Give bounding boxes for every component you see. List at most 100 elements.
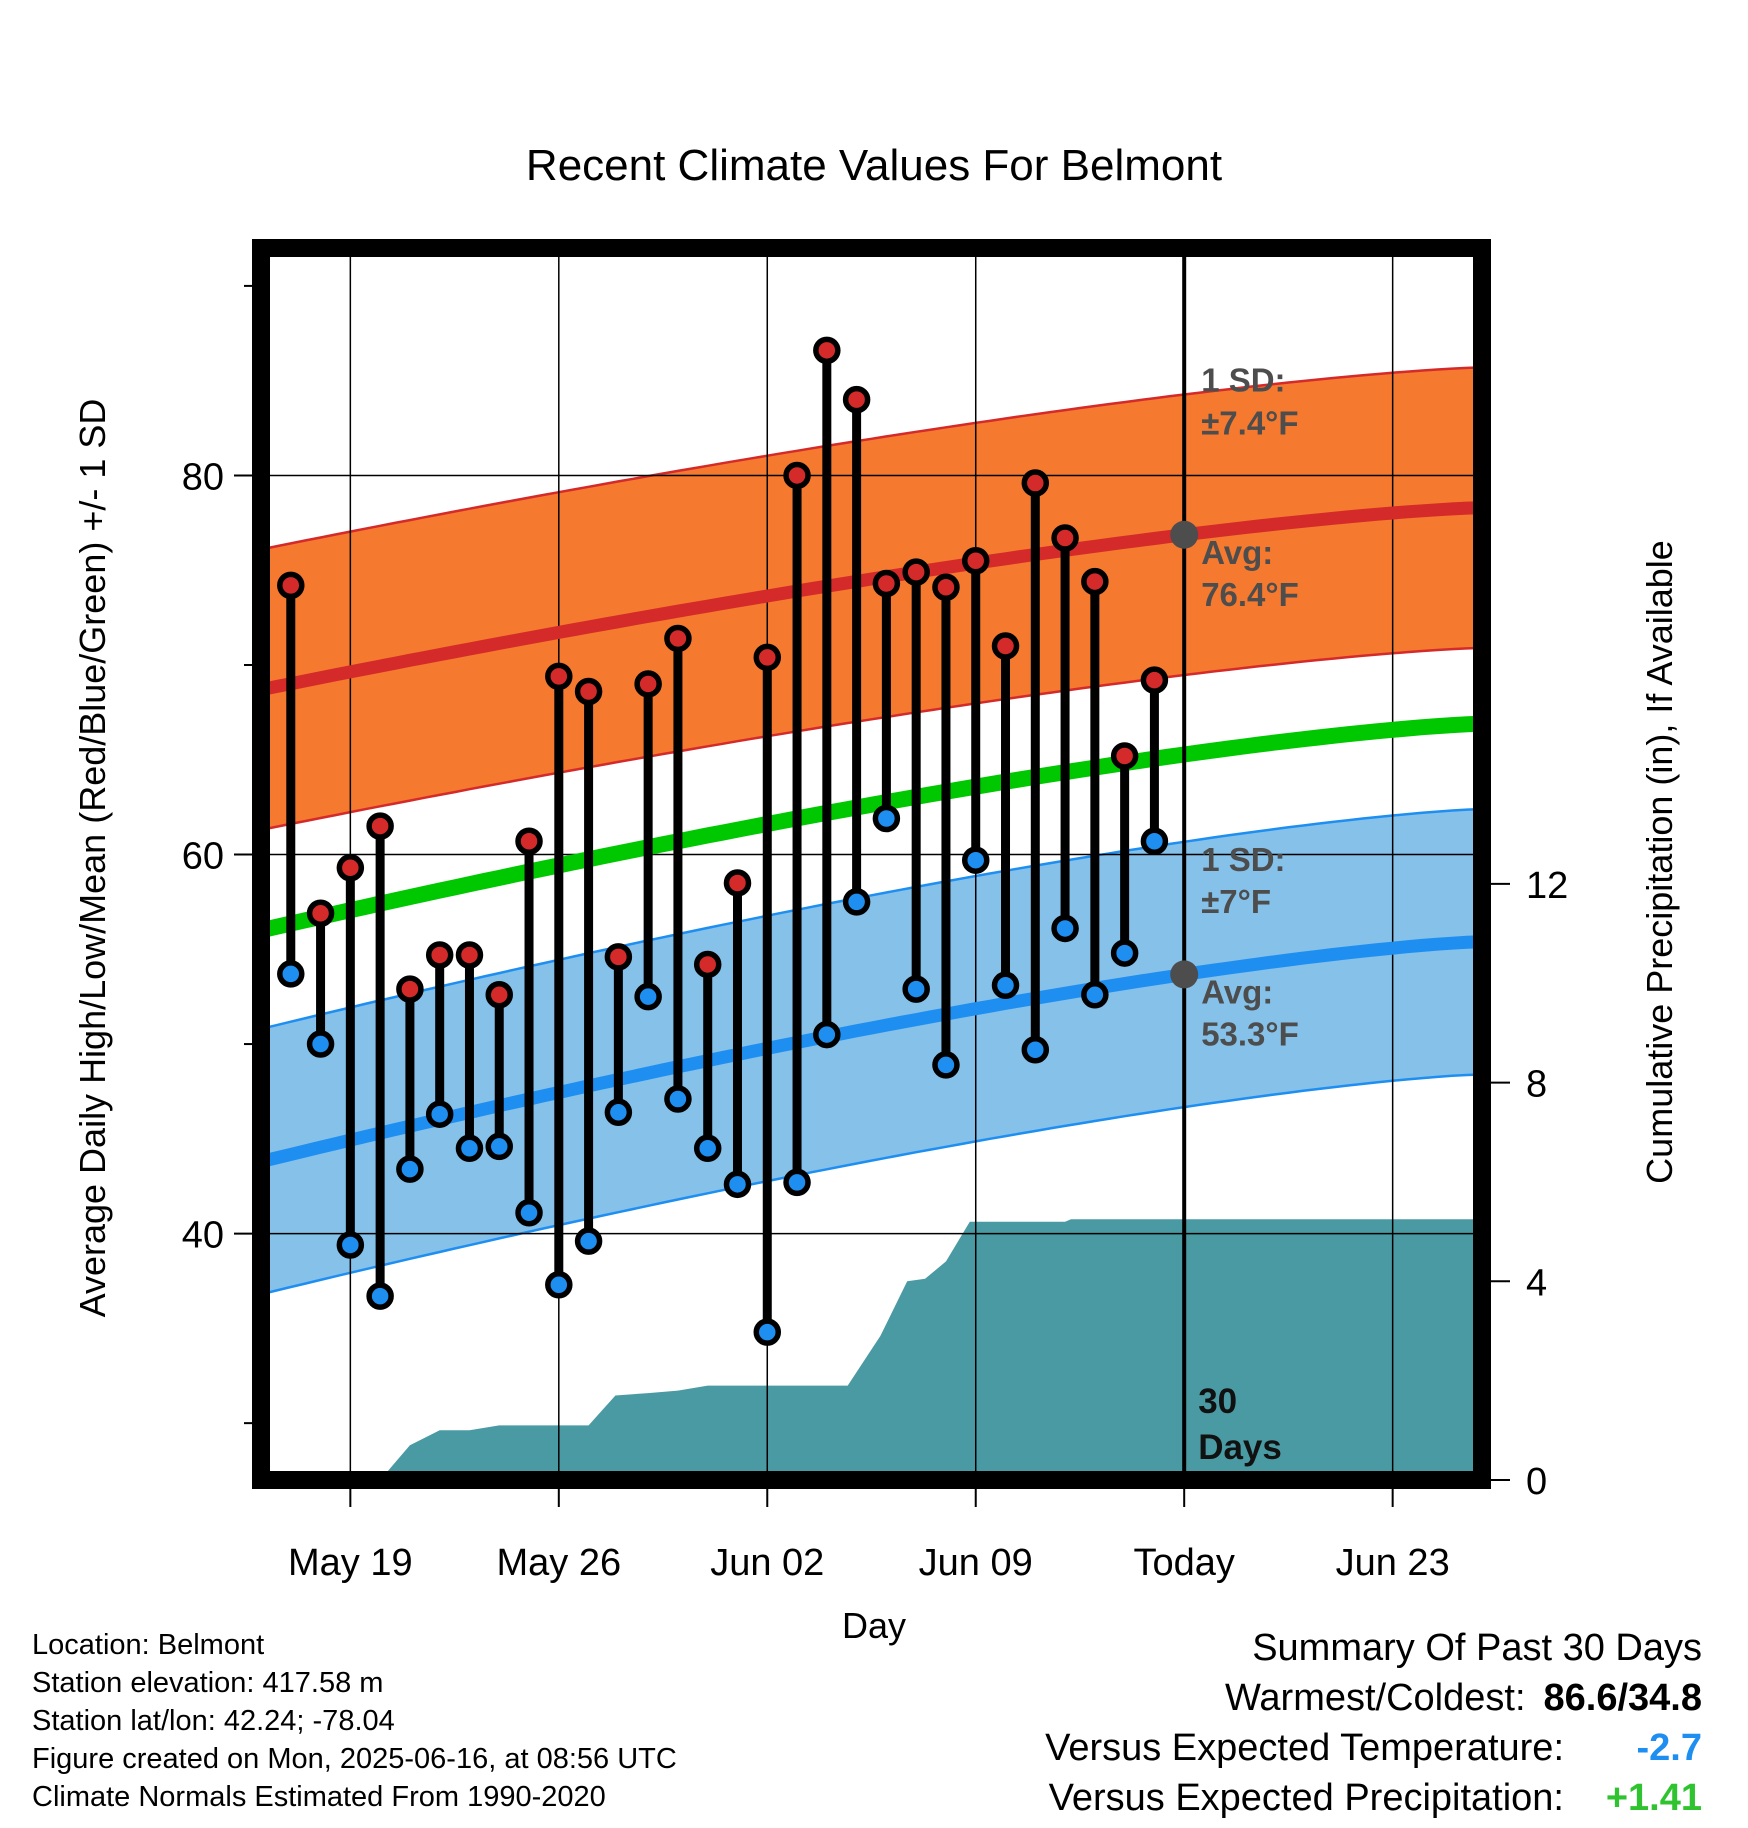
days-count-label: 30: [1198, 1382, 1237, 1421]
y2-axis-label: Cumulative Precipitation (in), If Availa…: [1639, 540, 1680, 1184]
daily-high-point: [753, 643, 782, 672]
y-tick-label: 60: [182, 836, 224, 878]
low-avg-value: 53.3°F: [1201, 1015, 1299, 1052]
days-word-label: Days: [1198, 1428, 1282, 1467]
daily-low-point: [306, 1030, 335, 1058]
daily-high-point: [634, 670, 662, 698]
x-tick-label: May 19: [288, 1542, 413, 1584]
summary-heading: Summary Of Past 30 Days: [1252, 1627, 1702, 1669]
normal-mean-line: [259, 715, 1483, 939]
summary-panel: Summary Of Past 30 Days Warmest/Coldest:…: [1045, 1623, 1702, 1823]
daily-high-point: [485, 981, 513, 1009]
daily-low-point: [455, 1134, 484, 1163]
daily-high-point: [1081, 567, 1109, 596]
daily-low-point: [366, 1282, 394, 1310]
daily-high-point: [932, 573, 960, 602]
daily-low-point: [961, 846, 990, 874]
daily-high-point: [991, 632, 1020, 660]
daily-high-point: [872, 569, 901, 598]
daily-high-point: [366, 812, 394, 840]
y-tick-label: 80: [182, 456, 224, 498]
daily-low-point: [336, 1231, 365, 1259]
daily-low-point: [723, 1170, 752, 1199]
daily-high-point: [1051, 524, 1079, 552]
daily-low-point: [604, 1098, 633, 1127]
daily-low-point: [991, 971, 1020, 1000]
normal-high-today-marker: [1170, 520, 1199, 549]
daily-high-point: [545, 662, 573, 691]
x-axis-label: Day: [842, 1605, 906, 1646]
normal-low-today-marker: [1170, 960, 1199, 989]
daily-low-point: [425, 1100, 454, 1128]
plot-frame: [252, 239, 1491, 1489]
daily-high-point: [961, 546, 990, 575]
daily-low-point: [277, 960, 305, 988]
x-tick-label: Jun 23: [1336, 1542, 1450, 1584]
station-info: Location: Belmont Station elevation: 417…: [32, 1626, 677, 1816]
low-sd-label: 1 SD:: [1201, 841, 1285, 878]
daily-low-point: [902, 975, 930, 1003]
y2-tick-label: 0: [1526, 1461, 1547, 1503]
daily-high-point: [693, 950, 722, 979]
daily-low-point: [1021, 1035, 1050, 1064]
daily-high-point: [723, 869, 752, 897]
daily-high-point: [574, 677, 603, 706]
y2-tick-label: 4: [1526, 1262, 1547, 1304]
precip-anomaly-label: Versus Expected Precipitation:: [1048, 1777, 1564, 1819]
daily-high-point: [1110, 742, 1139, 770]
low-sd-value: ±7°F: [1201, 883, 1271, 920]
y2-tick-label: 8: [1526, 1064, 1547, 1106]
high-avg-label: Avg:: [1201, 534, 1273, 571]
plot-area: 40 60 80 0 4 8 12 May 19 May 26 Jun 02 Jun 09 Today…: [182, 239, 1568, 1584]
x-tick-label: May 26: [496, 1542, 621, 1584]
daily-low-point: [842, 888, 871, 916]
created-text: Figure created on Mon, 2025-06-16, at 08…: [32, 1743, 677, 1775]
daily-high-point: [1021, 469, 1050, 497]
daily-low-point: [574, 1227, 603, 1255]
latlon-text: Station lat/lon: 42.24; -78.04: [32, 1705, 395, 1737]
daily-low-point: [693, 1134, 722, 1163]
daily-high-point: [455, 941, 484, 969]
daily-low-point: [1140, 827, 1169, 856]
x-tick-label: Today: [1133, 1542, 1234, 1584]
normal-low-line: [259, 935, 1483, 1168]
high-sd-value: ±7.4°F: [1201, 404, 1298, 441]
daily-low-point: [396, 1155, 424, 1183]
daily-low-point: [932, 1051, 960, 1079]
daily-high-point: [277, 571, 305, 600]
high-sd-band: [259, 366, 1484, 832]
daily-low-point: [813, 1020, 841, 1049]
daily-high-point: [1140, 666, 1169, 694]
daily-high-point: [306, 899, 335, 928]
y-tick-label: 40: [182, 1215, 224, 1257]
daily-high-point: [336, 854, 365, 882]
low-avg-label: Avg:: [1201, 973, 1273, 1010]
x-tick-label: Jun 02: [710, 1542, 824, 1584]
daily-low-point: [1081, 981, 1109, 1009]
normal-high-line: [259, 501, 1483, 696]
temp-anomaly-label: Versus Expected Temperature:: [1045, 1727, 1564, 1769]
daily-low-point: [634, 982, 662, 1011]
location-text: Location: Belmont: [32, 1629, 265, 1661]
daily-high-point: [842, 385, 871, 414]
temp-anomaly-value: -2.7: [1636, 1727, 1702, 1769]
y-axis-label: Average Daily High/Low/Mean (Red/Blue/Gr…: [72, 399, 113, 1318]
daily-high-point: [425, 941, 454, 969]
daily-low-point: [753, 1318, 782, 1346]
daily-high-point: [902, 558, 930, 586]
precip-anomaly-value: +1.41: [1605, 1777, 1702, 1819]
daily-high-point: [664, 624, 692, 653]
high-avg-value: 76.4°F: [1201, 576, 1299, 613]
daily-low-point: [545, 1271, 573, 1299]
chart-title: Recent Climate Values For Belmont: [526, 141, 1222, 190]
daily-high-point: [515, 827, 543, 856]
precip-area: [380, 1219, 1483, 1480]
normals-text: Climate Normals Estimated From 1990-2020: [32, 1781, 606, 1813]
elevation-text: Station elevation: 417.58 m: [32, 1667, 384, 1699]
daily-low-point: [1110, 939, 1139, 967]
daily-low-point: [783, 1168, 811, 1197]
warm-cold-label: Warmest/Coldest:: [1224, 1677, 1526, 1719]
daily-high-point: [604, 943, 633, 971]
daily-high-point: [783, 461, 811, 490]
daily-low-point: [1051, 914, 1079, 943]
